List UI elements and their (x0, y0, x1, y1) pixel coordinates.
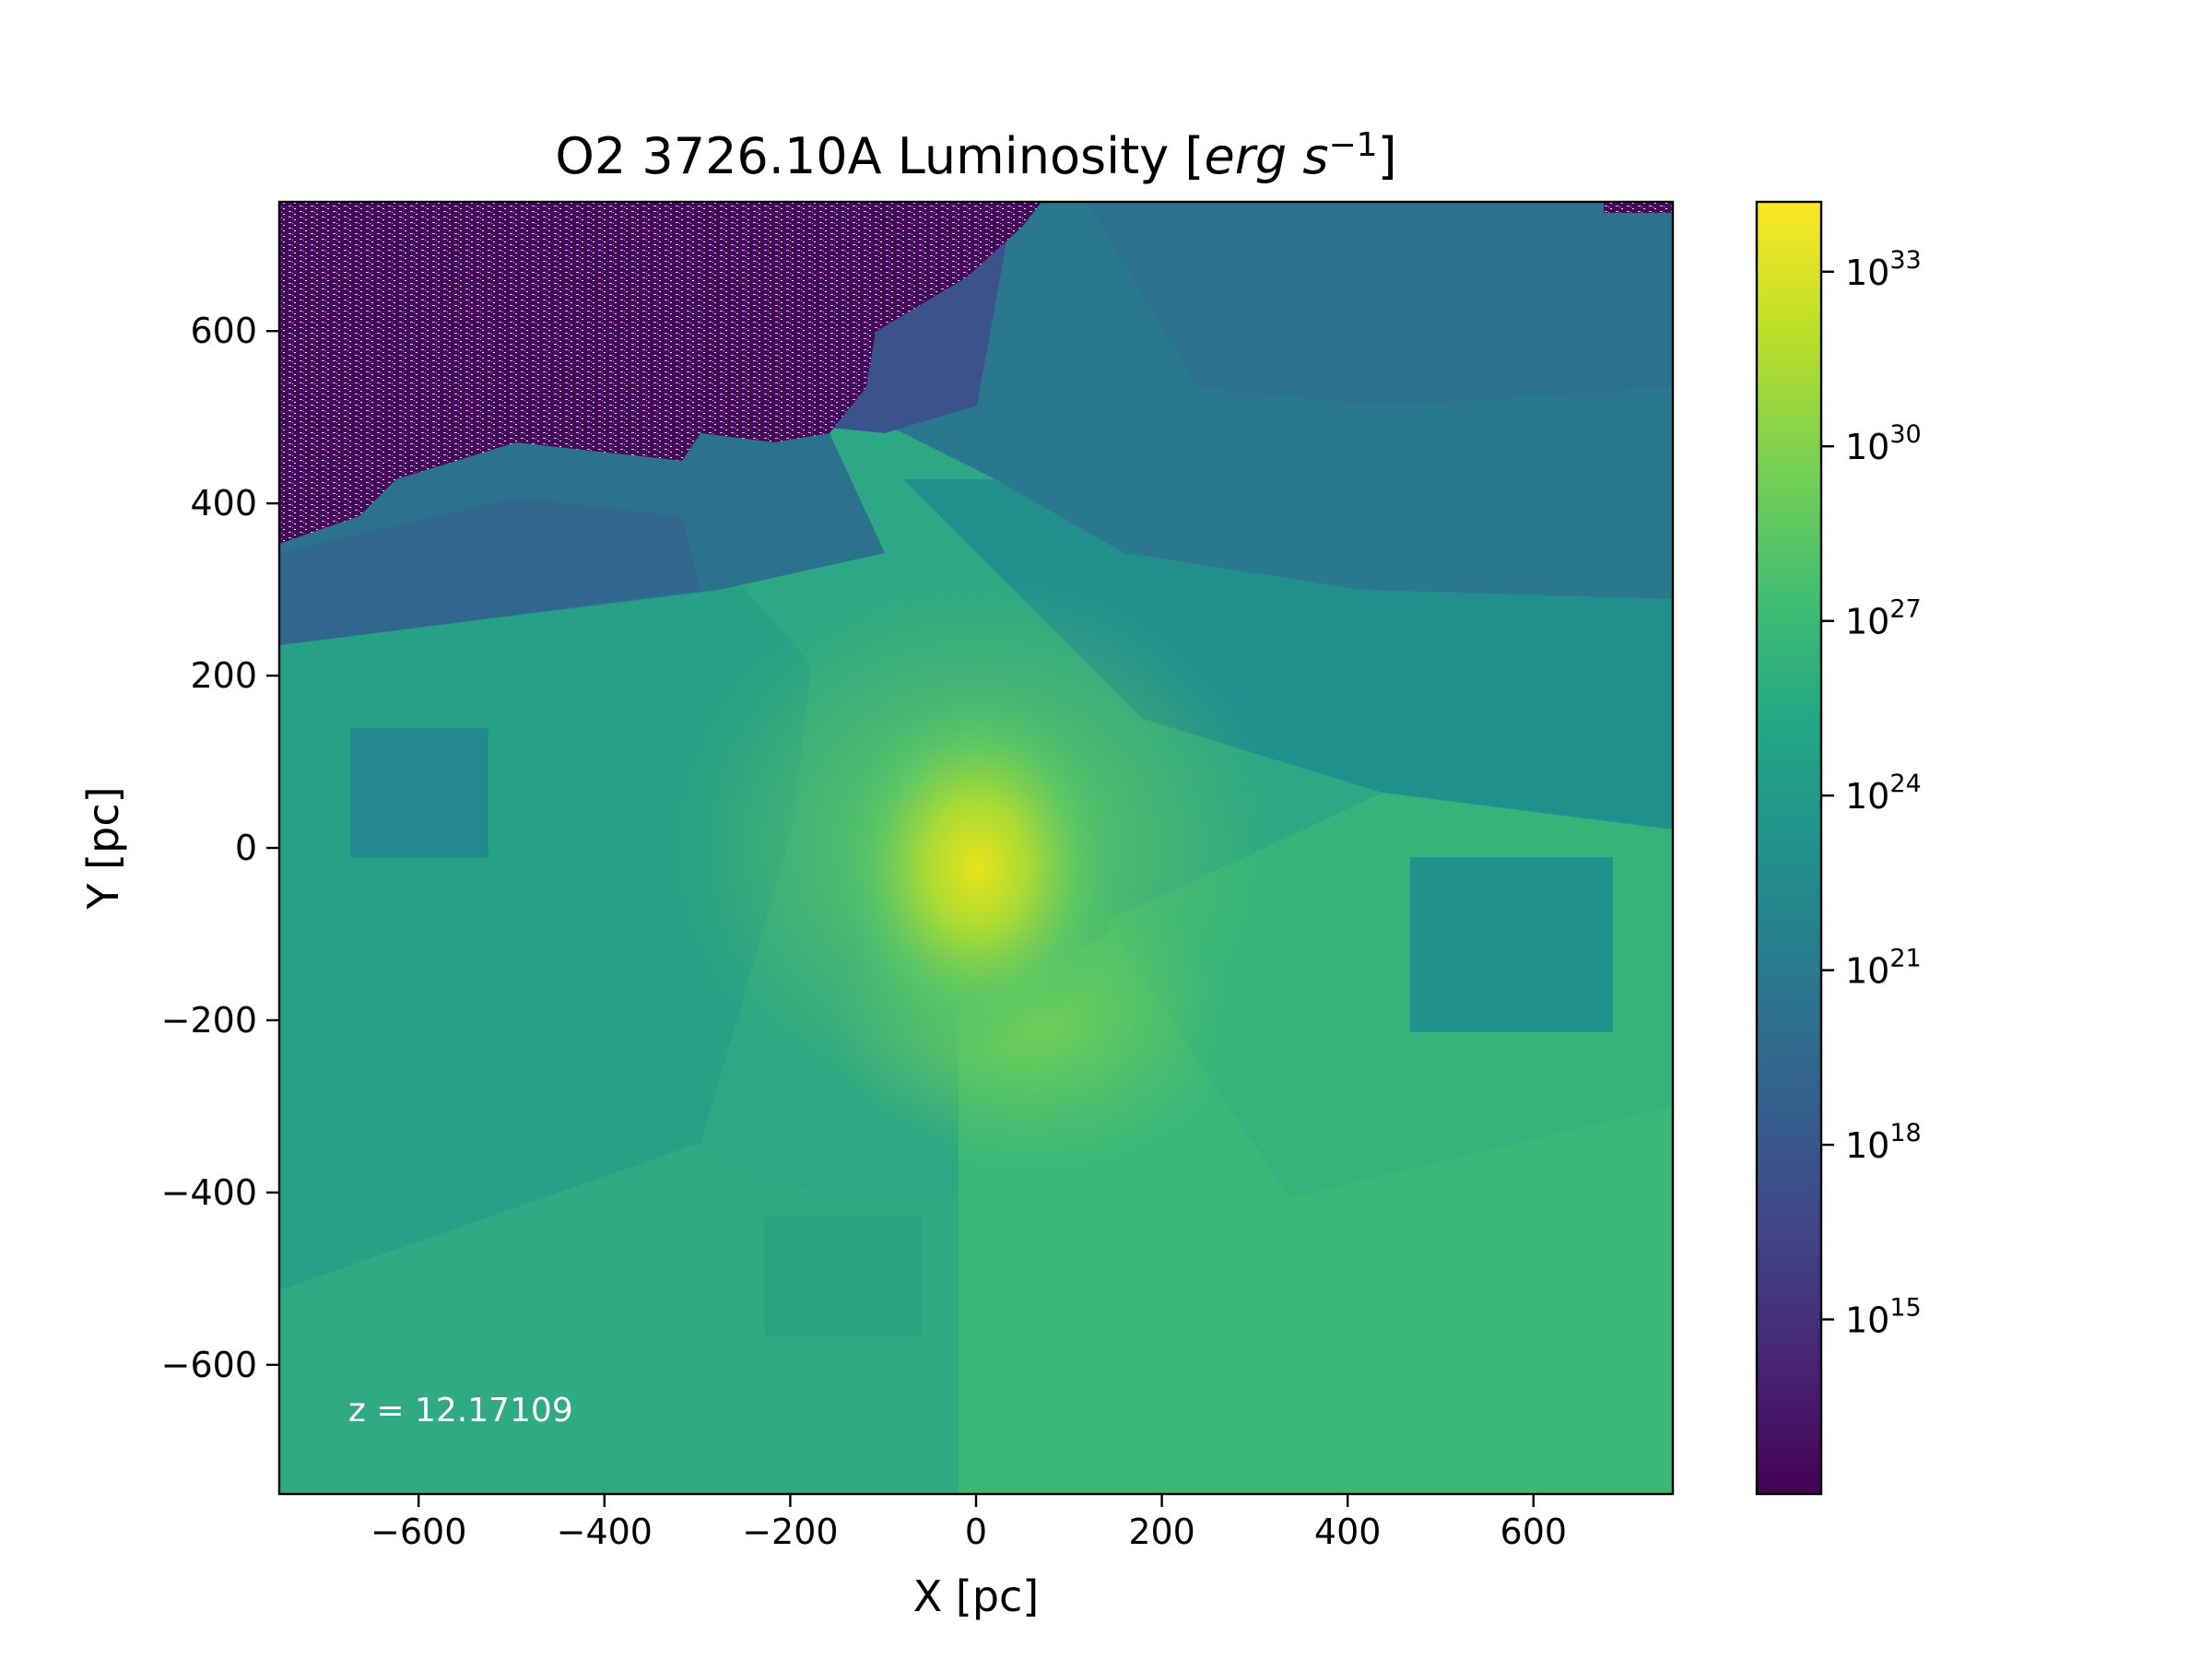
chart-title: O2 3726.10A Luminosity [erg s−1] (555, 126, 1397, 185)
colorbar-ticks: 1015 1018 1021 1024 1027 1030 1033 (1821, 246, 1922, 1341)
x-tick-label: −400 (557, 1512, 653, 1552)
y-tick-label: −600 (161, 1345, 257, 1385)
x-tick-label: −600 (371, 1512, 466, 1552)
colorbar-tick-label: 1030 (1845, 420, 1922, 467)
y-tick-label: −400 (161, 1172, 257, 1213)
y-tick-label: −200 (161, 1000, 257, 1041)
colorbar-gradient (1757, 202, 1821, 1494)
x-tick-label: 200 (1128, 1512, 1195, 1552)
colorbar-tick-label: 1033 (1845, 246, 1922, 293)
y-tick-label: 200 (190, 655, 257, 696)
colorbar-frame (1755, 200, 1823, 1496)
x-tick-label: 0 (965, 1512, 987, 1552)
colorbar-tick-label: 1015 (1845, 1294, 1922, 1341)
x-axis-label: X [pc] (913, 1571, 1040, 1621)
colorbar-tick-label: 1024 (1845, 770, 1922, 817)
colorbar-tick-label: 1018 (1845, 1119, 1922, 1166)
x-tick-label: 400 (1314, 1512, 1382, 1552)
colorbar-tick-label: 1027 (1845, 595, 1922, 642)
colorbar-tick-label: 1021 (1845, 945, 1922, 992)
y-tick-label: 600 (190, 311, 257, 351)
heatmap-image (279, 202, 1673, 1494)
y-tick-label: 0 (235, 828, 257, 868)
y-axis-label: Y [pc] (78, 786, 128, 910)
x-axis: −600 −400 −200 0 200 400 600 (371, 1494, 1567, 1552)
y-axis: −600 −400 −200 0 200 400 600 (161, 311, 279, 1385)
x-tick-label: −200 (742, 1512, 838, 1552)
colorbar: 1015 1018 1021 1024 1027 1030 1033 (1755, 200, 1922, 1496)
redshift-annotation: z = 12.17109 (348, 1392, 573, 1430)
x-tick-label: 600 (1500, 1512, 1568, 1552)
y-tick-label: 400 (190, 483, 257, 524)
